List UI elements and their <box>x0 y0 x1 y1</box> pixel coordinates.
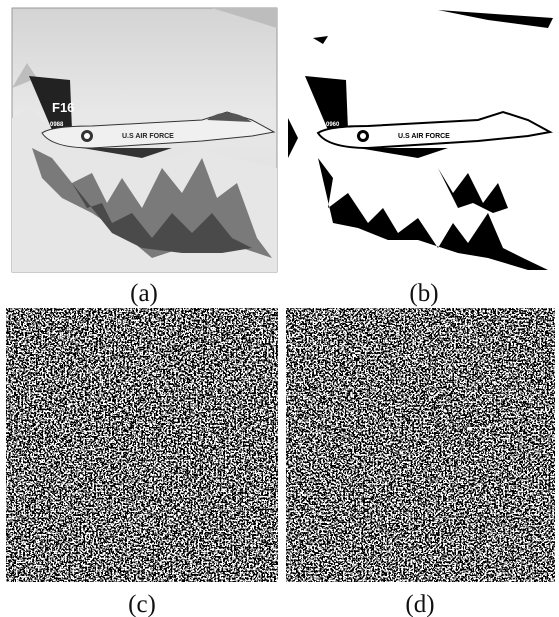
caption: (a) <box>130 280 158 307</box>
panel-b-image: 0960 U.S AIR FORCE <box>288 8 553 272</box>
fuselage-text: U.S AIR FORCE <box>398 133 450 140</box>
tail-number: 0988 <box>50 122 64 128</box>
tail-number: 0960 <box>326 122 340 128</box>
panel-d-image <box>286 308 555 582</box>
panel-c-image <box>6 308 278 582</box>
caption: (c) <box>128 591 156 617</box>
caption: (b) <box>409 280 438 307</box>
tail-text: F16 <box>52 100 74 115</box>
fuselage-text: U.S AIR FORCE <box>122 133 174 140</box>
caption: (d) <box>405 591 434 617</box>
panel-a-image: F16 0988 U.S AIR FORCE <box>11 7 278 273</box>
